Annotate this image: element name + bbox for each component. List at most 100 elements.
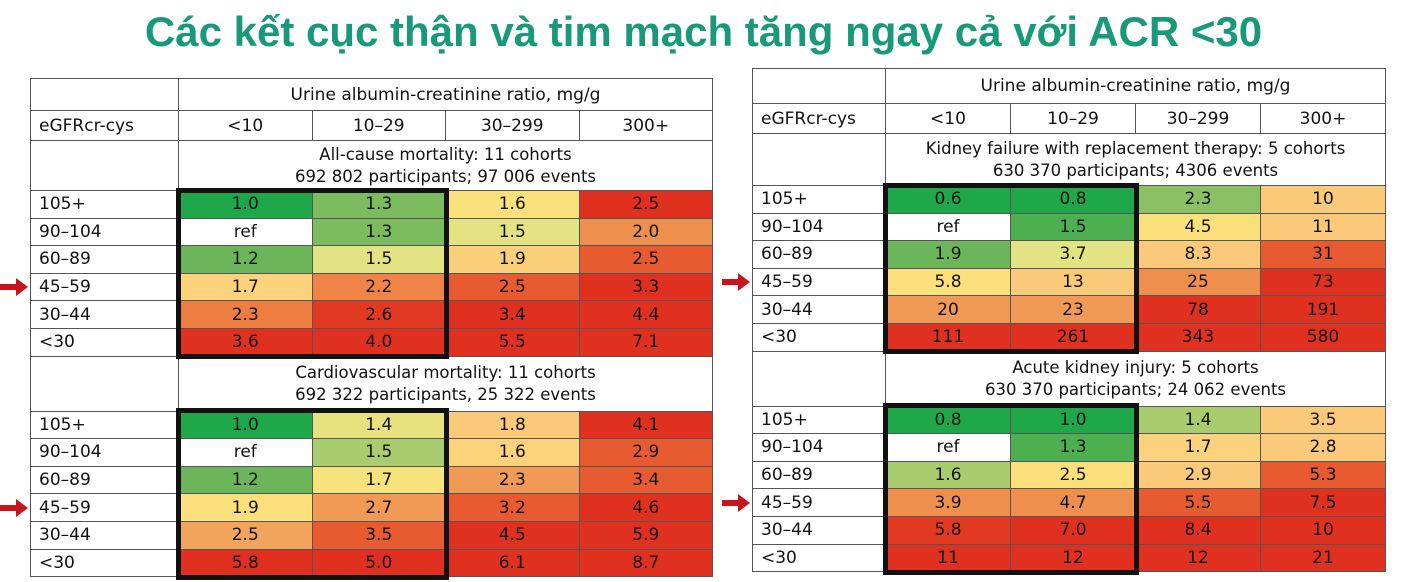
data-row: 105+ 0.8 1.0 1.4 3.5 [752, 405, 1386, 435]
row-label: <30 [30, 548, 179, 578]
data-row: 30–44 2.3 2.6 3.4 4.4 [30, 300, 713, 329]
row-label: 30–44 [30, 300, 179, 329]
cell: 21 [1260, 543, 1386, 573]
row-label: 105+ [752, 185, 886, 214]
section-subtitle: 692 322 participants, 25 322 events [295, 384, 596, 404]
data-row: 90–104 ref 1.5 4.5 11 [752, 212, 1386, 242]
cell: 3.4 [445, 300, 580, 329]
cell: 5.0 [311, 548, 446, 578]
cell: 1.5 [311, 245, 446, 274]
cell: 8.3 [1135, 240, 1261, 269]
cell: 2.0 [578, 217, 713, 247]
cell: 8.7 [578, 548, 713, 578]
cell: 7.0 [1010, 515, 1136, 545]
row-label: 45–59 [752, 488, 886, 517]
row-label: 105+ [752, 405, 886, 435]
cell: 1.0 [1010, 405, 1136, 435]
data-row: 30–44 2.5 3.5 4.5 5.9 [30, 520, 713, 550]
cell: 343 [1135, 322, 1261, 352]
cell: 1.9 [445, 245, 580, 274]
cell: 1.4 [1135, 405, 1261, 435]
cell: 1.3 [311, 217, 446, 247]
cell: 1.0 [178, 190, 313, 219]
row-label: 105+ [30, 410, 179, 440]
cell: 8.4 [1135, 515, 1261, 545]
cell: 11 [1260, 212, 1386, 242]
arrow [0, 278, 28, 297]
section-header: Kidney failure with replacement therapy:… [885, 133, 1386, 186]
data-row: 45–59 1.7 2.2 2.5 3.3 [30, 272, 713, 302]
cell: 1.5 [311, 438, 446, 467]
arrow [722, 273, 750, 292]
cell: 13 [1010, 267, 1136, 297]
cell: 3.2 [445, 493, 580, 522]
cell: ref [178, 217, 313, 247]
section-row: All-cause mortality: 11 cohorts 692 802 p… [30, 140, 713, 191]
data-row: <30 11 12 12 21 [752, 543, 1386, 573]
column-header: 300+ [578, 110, 713, 141]
column-header: 300+ [1260, 103, 1386, 134]
cell: 2.5 [578, 245, 713, 274]
cell: 1.5 [1010, 212, 1136, 242]
blank-cell [752, 68, 886, 104]
column-header: <10 [885, 103, 1011, 134]
slide-title: Các kết cục thận và tim mạch tăng ngay c… [144, 8, 1263, 55]
data-row: 105+ 0.6 0.8 2.3 10 [752, 185, 1386, 214]
table-left: Urine albumin-creatinine ratio, mg/g eGFR… [0, 78, 713, 580]
cell: 0.8 [1010, 185, 1136, 214]
cell: 12 [1135, 543, 1261, 573]
data-row: 105+ 1.0 1.3 1.6 2.5 [30, 190, 713, 219]
row-label: 90–104 [30, 438, 179, 467]
data-row: 30–44 20 23 78 191 [752, 295, 1386, 324]
arrow [0, 498, 28, 517]
cell: 5.5 [445, 327, 580, 357]
cell: 5.5 [1135, 488, 1261, 517]
cell: 3.9 [885, 488, 1011, 517]
table-right: Urine albumin-creatinine ratio, mg/g eGFR… [722, 68, 1386, 575]
data-table: Urine albumin-creatinine ratio, mg/g eGFR… [30, 78, 713, 578]
cell: 1.2 [178, 245, 313, 274]
cell: 4.1 [578, 410, 713, 440]
cell: ref [885, 433, 1011, 462]
row-label: <30 [752, 322, 886, 352]
header-group: Urine albumin-creatinine ratio, mg/g [885, 68, 1386, 104]
cell: 1.6 [885, 460, 1011, 490]
blank-cell [30, 355, 179, 412]
header-row: Urine albumin-creatinine ratio, mg/g [752, 68, 1386, 104]
cell: 3.7 [1010, 240, 1136, 269]
section-row: Acute kidney injury: 5 cohorts 630 370 pa… [752, 350, 1386, 407]
cell: 0.6 [885, 185, 1011, 214]
cell: 2.3 [1135, 185, 1261, 214]
row-label: 90–104 [30, 217, 179, 247]
row-label: 45–59 [30, 272, 179, 302]
header-row: eGFRcr-cys <10 10–29 30–299 300+ [30, 110, 713, 141]
cell: 11 [885, 543, 1011, 573]
cell: 1.7 [1135, 433, 1261, 462]
cell: 1.7 [311, 465, 446, 495]
cell: 3.3 [578, 272, 713, 302]
cell: 2.2 [311, 272, 446, 302]
cell: 5.3 [1260, 460, 1386, 490]
cell: 1.3 [311, 190, 446, 219]
cell: 4.6 [578, 493, 713, 522]
cell: 1.4 [311, 410, 446, 440]
cell: 2.6 [311, 300, 446, 329]
cell: 10 [1260, 515, 1386, 545]
arrow [722, 493, 750, 512]
cell: 111 [885, 322, 1011, 352]
cell: 4.5 [445, 520, 580, 550]
cell: 3.6 [178, 327, 313, 357]
cell: 2.9 [578, 438, 713, 467]
row-label: 30–44 [752, 295, 886, 324]
column-header: 30–299 [1135, 103, 1261, 134]
row-label: 60–89 [30, 245, 179, 274]
cell: ref [178, 438, 313, 467]
cell: 2.5 [578, 190, 713, 219]
column-header: 30–299 [445, 110, 580, 141]
data-table: Urine albumin-creatinine ratio, mg/g eGFR… [752, 68, 1386, 573]
section-subtitle: 692 802 participants; 97 006 events [294, 166, 597, 186]
section-title: All-cause mortality: 11 cohorts [319, 144, 572, 164]
blank-cell [30, 78, 179, 111]
data-row: 60–89 1.2 1.5 1.9 2.5 [30, 245, 713, 274]
